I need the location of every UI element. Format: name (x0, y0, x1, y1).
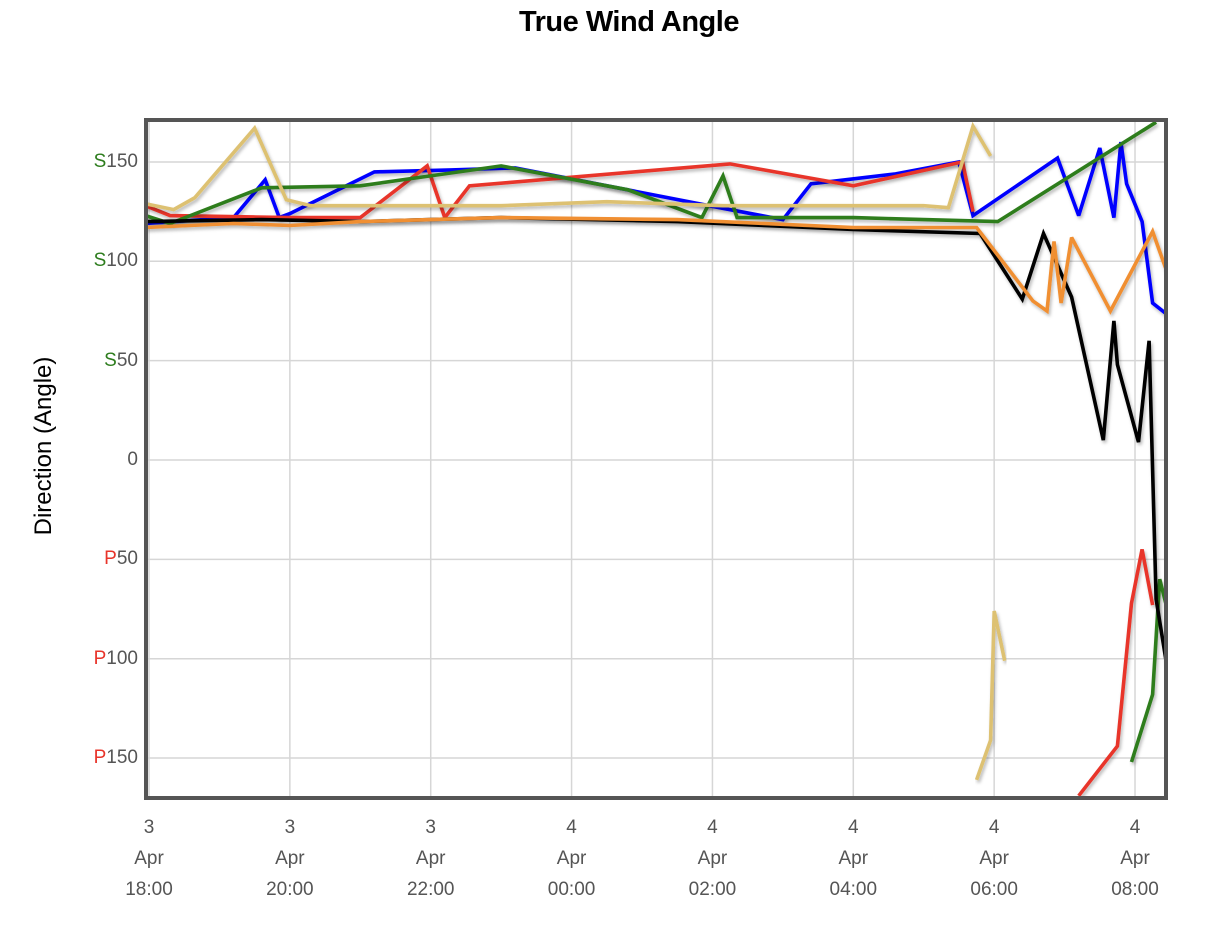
x-tick-day: 3 (425, 817, 436, 838)
y-tick-label: P150 (94, 747, 138, 769)
starboard-prefix: S (93, 150, 107, 172)
x-tick-time: 08:00 (1111, 879, 1159, 900)
y-tick-value: 50 (116, 349, 138, 371)
y-tick-label: S100 (94, 250, 138, 272)
x-tick-month: Apr (1120, 848, 1150, 869)
x-tick-month: Apr (556, 848, 587, 869)
y-tick-label: 0 (127, 449, 138, 471)
y-tick-value: 150 (106, 747, 138, 769)
y-tick-label: S150 (94, 151, 138, 173)
series-line-green (148, 122, 1158, 226)
x-tick-day: 3 (143, 817, 155, 838)
x-tick-day: 4 (707, 817, 718, 838)
series-lines (148, 122, 1164, 796)
y-tick-value: 100 (106, 250, 138, 272)
series-line-green (1129, 578, 1164, 763)
x-tick-label: 4 Apr 08:00 (1090, 812, 1180, 905)
x-tick-month: Apr (697, 848, 728, 869)
x-tick-time: 06:00 (970, 879, 1018, 900)
x-tick-label: 3 Apr 20:00 (245, 812, 335, 905)
y-tick-value: 100 (106, 647, 138, 669)
x-tick-month: Apr (979, 848, 1009, 869)
x-tick-month: Apr (415, 848, 446, 869)
port-prefix: P (93, 647, 107, 669)
x-tick-day: 3 (284, 817, 296, 838)
port-prefix: P (93, 747, 107, 769)
series-line-black (148, 215, 1164, 660)
x-tick-label: 3 Apr 22:00 (386, 812, 476, 905)
x-tick-time: 18:00 (125, 879, 173, 900)
y-tick-value: 50 (116, 548, 138, 570)
series-line-tan (148, 122, 993, 212)
chart-title: True Wind Angle (519, 6, 739, 38)
starboard-prefix: S (93, 250, 107, 272)
series-line-tan (974, 610, 1007, 781)
y-tick-label: P50 (104, 548, 138, 570)
x-tick-day: 4 (566, 817, 577, 838)
y-tick-value: 150 (106, 150, 138, 172)
x-tick-label: 3 Apr 18:00 (104, 812, 194, 905)
x-tick-month: Apr (275, 848, 305, 869)
x-tick-label: 4 Apr 04:00 (808, 812, 898, 905)
x-tick-label: 4 Apr 02:00 (667, 812, 757, 905)
x-tick-month: Apr (134, 848, 164, 869)
plot-frame (144, 118, 1168, 800)
x-tick-label: 4 Apr 06:00 (949, 812, 1039, 905)
x-tick-label: 4 Apr 00:00 (527, 812, 617, 905)
series-line-red (1077, 549, 1155, 796)
series-line-orange (148, 215, 1164, 315)
x-tick-time: 02:00 (688, 879, 737, 900)
x-tick-time: 22:00 (406, 879, 455, 900)
x-tick-day: 4 (848, 817, 859, 838)
x-tick-day: 4 (988, 817, 1000, 838)
port-prefix: P (104, 548, 117, 570)
x-tick-month: Apr (838, 848, 869, 869)
x-tick-day: 4 (1129, 817, 1141, 838)
y-tick-value: 0 (127, 449, 138, 470)
starboard-prefix: S (104, 349, 117, 371)
y-tick-label: S50 (104, 350, 138, 372)
x-tick-time: 20:00 (266, 879, 314, 900)
x-tick-time: 04:00 (829, 879, 878, 900)
x-tick-time: 00:00 (547, 879, 596, 900)
y-tick-label: P100 (94, 648, 138, 670)
